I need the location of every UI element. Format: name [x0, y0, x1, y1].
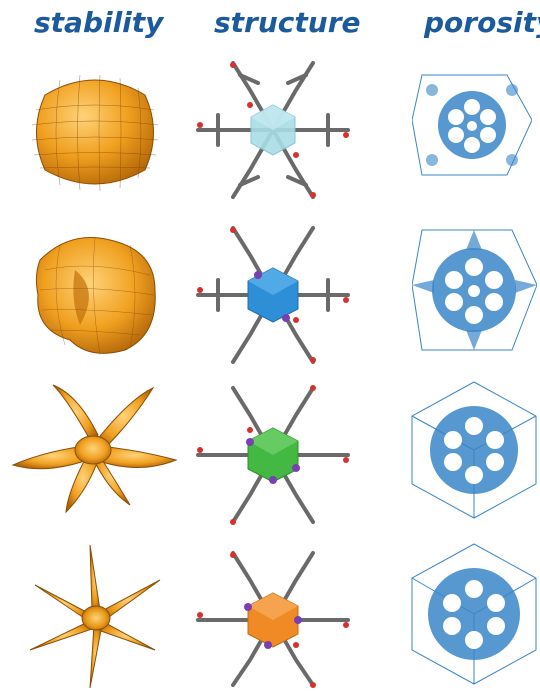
structure-model-row-4: [188, 545, 358, 690]
stability-surface-row-1: [30, 70, 160, 195]
porosity-map-row-3: [410, 380, 538, 520]
stability-surface-row-2: [30, 230, 160, 360]
porosity-map-row-2: [412, 225, 537, 355]
structure-model-row-3: [188, 380, 358, 530]
stability-surface-row-4: [20, 540, 170, 690]
porosity-map-row-1: [412, 65, 532, 185]
column-header-structure: structure: [214, 6, 361, 39]
column-header-porosity: porosity: [424, 6, 540, 39]
column-header-stability: stability: [34, 6, 164, 39]
structure-model-row-2: [188, 220, 358, 370]
porosity-map-row-4: [410, 542, 538, 687]
structure-model-row-1: [188, 55, 358, 205]
stability-surface-row-3: [8, 380, 178, 515]
